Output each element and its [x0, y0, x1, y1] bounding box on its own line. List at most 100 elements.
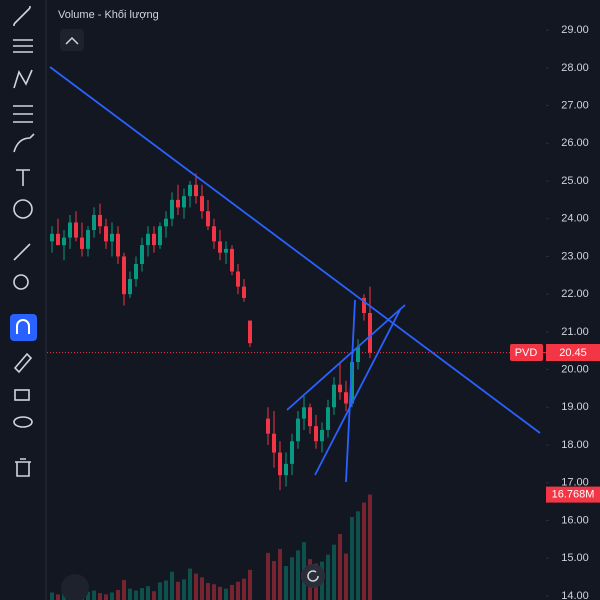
magnet-tool[interactable]: [10, 314, 37, 341]
candle-body: [182, 196, 186, 208]
candle-body: [296, 418, 300, 442]
magnet-icon: [16, 319, 30, 334]
candle-body: [86, 230, 90, 249]
volume-bar: [296, 550, 300, 600]
candle-body: [68, 222, 72, 238]
volume-bar: [110, 592, 114, 600]
candle-body: [362, 297, 366, 314]
fib-tool[interactable]: [13, 39, 33, 53]
candle-body: [116, 233, 120, 257]
candle-body: [152, 233, 156, 246]
logo: [61, 574, 89, 600]
volume-label: 16.768M: [552, 489, 595, 501]
volume-bar: [278, 549, 282, 600]
volume-bar: [146, 586, 150, 600]
volume-bar: [350, 517, 354, 600]
brush-tool[interactable]: [13, 133, 35, 153]
candle-body: [110, 233, 114, 242]
candle-body: [272, 433, 276, 453]
candle-body: [212, 226, 216, 242]
candle-body: [242, 286, 246, 298]
candle-body: [320, 429, 324, 442]
y-tick-label: 17.00: [561, 477, 589, 489]
volume-bar: [290, 557, 294, 600]
volume-bar: [116, 589, 120, 600]
candle-body: [290, 441, 294, 464]
candle-body: [284, 463, 288, 476]
volume-bar: [86, 591, 90, 600]
symbol-tag: [510, 344, 543, 361]
text-tool[interactable]: [16, 169, 30, 186]
volume-bar: [368, 494, 372, 600]
candle-body: [98, 214, 102, 227]
candle-body: [248, 320, 252, 344]
candle-body: [146, 233, 150, 246]
volume-bar: [242, 578, 246, 600]
pattern-tool[interactable]: [13, 69, 33, 89]
volume-bar: [158, 582, 162, 600]
volume-bar: [134, 590, 138, 600]
reset-button[interactable]: [301, 564, 325, 588]
candle-body: [80, 237, 84, 249]
volume-bar: [194, 573, 198, 600]
collapse-button[interactable]: [60, 29, 84, 51]
candle-body: [224, 248, 228, 253]
lock-draw-tool[interactable]: [13, 352, 33, 374]
collapse-icon: [65, 36, 79, 45]
y-tick-label: 21.00: [561, 326, 589, 338]
candle-body: [74, 222, 78, 238]
volume-bar: [224, 588, 228, 600]
volume-bar: [164, 580, 168, 600]
volume-bar: [212, 584, 216, 600]
hide-tool[interactable]: [13, 416, 33, 428]
volume-bar: [326, 554, 330, 600]
volume-bar: [170, 571, 174, 600]
trend-line-tool[interactable]: [13, 6, 31, 26]
candle-body: [164, 218, 168, 227]
volume-bar: [92, 590, 96, 600]
y-tick-label: 20.00: [561, 363, 589, 375]
volume-bar: [128, 588, 132, 600]
trend-line: [49, 66, 541, 434]
drawings: [49, 66, 541, 483]
candle-body: [128, 279, 132, 295]
y-tick-label: 25.00: [561, 175, 589, 187]
ruler-tool[interactable]: [13, 243, 31, 261]
candle-body: [56, 233, 60, 246]
volume-bar: [188, 568, 192, 600]
delete-tool[interactable]: [15, 458, 31, 477]
volume-bar: [140, 588, 144, 600]
volume-bar: [344, 553, 348, 600]
candle-body: [266, 418, 270, 434]
volume-bar: [332, 544, 336, 600]
candle-body: [194, 184, 198, 197]
candle-body: [188, 184, 192, 197]
candle-body: [170, 199, 174, 219]
candle-body: [176, 199, 180, 208]
volume-tag: [546, 486, 600, 503]
lock-tool[interactable]: [14, 389, 30, 401]
volume-bar: [176, 581, 180, 600]
candle-body: [206, 211, 210, 227]
candle-body: [368, 313, 372, 353]
tool-icons[interactable]: [10, 6, 37, 477]
volume-bar: [236, 581, 240, 600]
candle-body: [134, 263, 138, 280]
candle-body: [104, 226, 108, 242]
forecast-tool[interactable]: [13, 105, 33, 123]
zoom-tool[interactable]: [13, 274, 29, 290]
candle-body: [302, 407, 306, 419]
volume-bar: [218, 586, 222, 600]
candle-body: [230, 248, 234, 272]
price-tag: [546, 344, 600, 361]
volume-bar: [122, 579, 126, 600]
toolbar: [0, 0, 46, 600]
volume-bar: [356, 511, 360, 600]
candle-body: [308, 407, 312, 427]
emoji-tool[interactable]: [13, 199, 33, 219]
y-tick-label: 19.00: [561, 401, 589, 413]
price-label: 20.45: [559, 347, 587, 359]
candle-body: [356, 346, 360, 363]
y-tick-label: 18.00: [561, 439, 589, 451]
